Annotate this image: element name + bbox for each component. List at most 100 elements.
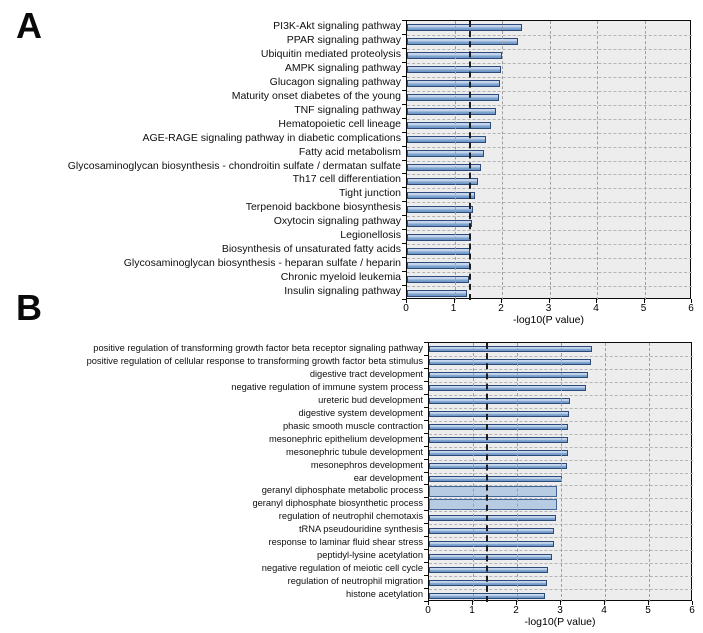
- category-label: phasic smooth muscle contraction: [282, 420, 423, 431]
- category-label: tRNA pseudouridine synthesis: [298, 524, 423, 535]
- category-label: negative regulation of immune system pro…: [231, 381, 423, 392]
- category-label: peptidyl-lysine acetylation: [317, 550, 423, 561]
- x-axis-tick: [691, 299, 692, 303]
- category-label: Biosynthesis of unsaturated fatty acids: [221, 243, 401, 256]
- category-label: digestive tract development: [309, 368, 423, 379]
- x-axis-tick: [472, 601, 473, 605]
- x-axis-tick: [643, 299, 645, 303]
- y-axis-tick: [402, 145, 406, 147]
- y-axis-tick: [402, 285, 406, 287]
- bar: [407, 108, 497, 116]
- bar: [429, 514, 557, 521]
- y-axis-tick: [424, 536, 428, 538]
- y-axis-tick: [424, 445, 428, 447]
- category-label: Insulin signaling pathway: [284, 285, 401, 298]
- bar: [407, 261, 470, 269]
- bar: [429, 475, 562, 482]
- bar: [429, 424, 569, 431]
- vertical-gridline: [649, 343, 650, 602]
- bar: [429, 527, 554, 534]
- category-label: response to laminar fluid shear stress: [268, 537, 423, 548]
- x-tick-label: 2: [498, 303, 504, 314]
- x-tick-label: 1: [469, 605, 475, 616]
- x-axis-tick: [453, 299, 455, 303]
- category-label: Glucagon signaling pathway: [269, 75, 401, 88]
- bar: [429, 398, 571, 405]
- y-axis-tick: [402, 215, 406, 217]
- bar: [407, 275, 469, 283]
- x-tick-label: 5: [645, 605, 651, 616]
- x-tick-label: 0: [425, 605, 431, 616]
- category-label: ear development: [353, 472, 423, 483]
- y-axis-tick: [402, 20, 406, 21]
- x-tick-label: 6: [688, 303, 694, 314]
- x-tick-label: 4: [593, 303, 599, 314]
- category-label: negative regulation of meiotic cell cycl…: [261, 563, 423, 574]
- vertical-gridline: [454, 21, 456, 300]
- bar: [429, 411, 570, 418]
- bar: [407, 219, 473, 227]
- y-axis-tick: [402, 89, 406, 91]
- bar: [429, 499, 558, 511]
- category-label: TNF signaling pathway: [294, 103, 401, 116]
- y-axis-tick: [402, 61, 406, 63]
- category-label: Terpenoid backbone biosynthesis: [245, 201, 401, 214]
- y-axis-tick: [402, 257, 406, 259]
- y-axis-tick: [424, 588, 428, 590]
- category-label: Maturity onset diabetes of the young: [231, 89, 401, 102]
- category-label: mesonephric tubule development: [286, 446, 423, 457]
- bar: [429, 486, 558, 498]
- y-axis-tick: [402, 229, 406, 231]
- plot-area: [406, 20, 692, 300]
- bar: [407, 163, 482, 171]
- bar: [407, 122, 492, 130]
- category-label: ureteric bud development: [318, 394, 423, 405]
- y-axis-tick: [424, 562, 428, 564]
- plot-area: [428, 342, 693, 602]
- category-label: AGE-RAGE signaling pathway in diabetic c…: [142, 131, 401, 144]
- vertical-gridline: [597, 21, 598, 300]
- y-axis-tick: [402, 75, 406, 77]
- category-label: Glycosaminoglycan biosynthesis - chondro…: [67, 159, 401, 172]
- panel-b-letter: B: [16, 287, 42, 328]
- y-axis-tick: [424, 458, 428, 460]
- category-label: Legionellosis: [340, 229, 401, 242]
- y-axis-tick: [402, 201, 406, 203]
- x-tick-label: 2: [513, 605, 519, 616]
- panel-a-letter: A: [16, 5, 42, 46]
- y-axis-tick: [424, 406, 428, 408]
- bar: [407, 191, 475, 199]
- y-axis-tick: [402, 271, 406, 273]
- significance-threshold-line: [486, 343, 489, 602]
- bar: [407, 80, 501, 88]
- category-label: digestive system development: [298, 407, 423, 418]
- x-tick-label: 1: [450, 303, 457, 314]
- bar: [407, 289, 468, 297]
- category-label: Oxytocin signaling pathway: [273, 215, 401, 228]
- category-label: Fatty acid metabolism: [298, 145, 401, 158]
- vertical-gridline: [561, 343, 562, 602]
- y-axis-tick: [402, 173, 406, 175]
- y-axis-tick: [424, 354, 428, 356]
- vertical-gridline: [605, 343, 606, 602]
- y-axis-tick: [402, 159, 406, 161]
- bar: [429, 566, 548, 573]
- category-label: positive regulation of transforming grow…: [93, 343, 423, 353]
- category-label: PPAR signaling pathway: [286, 33, 401, 46]
- vertical-gridline: [644, 21, 646, 300]
- bar: [407, 38, 518, 46]
- y-axis-tick: [424, 471, 428, 473]
- x-axis-tick: [604, 601, 605, 605]
- x-axis-tick: [406, 299, 407, 303]
- x-tick-label: 0: [403, 303, 409, 314]
- x-axis-tick: [428, 601, 429, 605]
- vertical-gridline: [549, 21, 551, 300]
- x-axis-tick: [516, 601, 517, 605]
- category-label: Glycosaminoglycan biosynthesis - heparan…: [123, 257, 401, 270]
- bar: [429, 437, 569, 444]
- x-axis-tick: [548, 299, 550, 303]
- vertical-gridline: [502, 21, 503, 300]
- bar: [429, 553, 553, 560]
- x-axis-tick: [648, 601, 649, 605]
